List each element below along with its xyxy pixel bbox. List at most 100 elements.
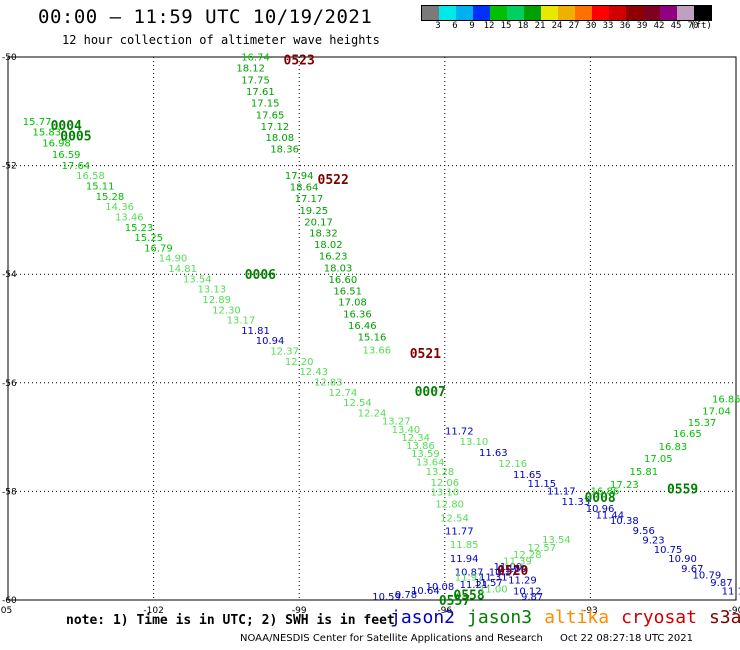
wave-height-value: 10.96 — [586, 504, 615, 515]
wave-height-value: 17.94 — [285, 171, 314, 182]
wave-height-value: 11.97 — [455, 572, 484, 583]
wave-height-value: 11.72 — [445, 426, 474, 437]
wave-height-value: 14.81 — [168, 264, 197, 275]
wave-height-value: 17.75 — [241, 76, 270, 87]
legend-swatch — [592, 6, 609, 20]
wave-height-value: 13.40 — [392, 425, 421, 436]
legend-label: 45 — [670, 21, 682, 31]
wave-height-value: 11.59 — [498, 564, 527, 575]
wave-height-value: 12.83 — [314, 378, 343, 389]
legend-swatch — [507, 6, 524, 20]
wave-height-value: 13.54 — [542, 535, 571, 546]
wave-height-value: 11.57 — [474, 578, 503, 589]
legend-label: 70 — [687, 21, 699, 31]
wave-height-value: 12.74 — [329, 388, 358, 399]
legend-label: 42 — [653, 21, 665, 31]
longitude-tick-label: -93 — [583, 606, 598, 616]
wave-height-value: 10.38 — [610, 516, 639, 527]
wave-height-value: 13.17 — [227, 316, 256, 327]
wave-height-value: 16.23 — [319, 252, 348, 263]
map-subtitle: 12 hour collection of altimeter wave hei… — [62, 33, 380, 47]
wave-height-value: 13.27 — [382, 417, 411, 428]
wave-height-value: 9.78 — [395, 590, 417, 601]
wave-height-value: 11.00 — [494, 562, 523, 573]
longitude-tick-label: -96 — [437, 606, 452, 616]
wave-height-value: 12.43 — [299, 367, 328, 378]
wave-height-value: 14.36 — [105, 202, 134, 213]
pass-time-label: 0004 — [51, 119, 82, 134]
wave-height-value: 16.79 — [144, 243, 173, 254]
wave-height-value: 10.17 — [489, 568, 518, 579]
wave-height-value: 17.12 — [261, 122, 290, 133]
legend-label: 30 — [585, 21, 597, 31]
latitude-tick-label: -58 — [2, 487, 17, 497]
latitude-tick-label: -52 — [2, 162, 17, 172]
wave-height-value: 13.10 — [460, 437, 489, 448]
wave-height-value: 16.83 — [659, 442, 688, 453]
wave-height-value: 10.87 — [455, 568, 484, 579]
wave-height-value: 16.59 — [52, 150, 81, 161]
wave-height-value: 15.11 — [86, 181, 115, 192]
wave-height-value: 10.12 — [513, 587, 542, 598]
wave-height-value: 16.58 — [76, 171, 105, 182]
pass-time-label: 0523 — [284, 54, 315, 69]
latitude-tick-label: -60 — [2, 596, 17, 606]
wave-height-value: 17.05 — [644, 454, 673, 465]
wave-height-value: 12.80 — [435, 500, 464, 511]
wave-height-value: 13.13 — [198, 285, 227, 296]
legend-swatch — [626, 6, 643, 20]
wave-height-value: 13.54 — [183, 274, 212, 285]
legend-swatch — [490, 6, 507, 20]
wave-height-value: 16.98 — [42, 139, 71, 150]
pass-time-label: 0521 — [410, 347, 441, 362]
wave-height-value: 10.79 — [693, 570, 722, 581]
longitude-tick-label: -99 — [292, 606, 307, 616]
wave-height-value: 12.28 — [513, 550, 542, 561]
wave-height-value: 11.00 — [479, 584, 508, 595]
legend-swatch — [694, 6, 711, 20]
wave-height-value: 17.65 — [256, 110, 285, 121]
legend-swatch — [558, 6, 575, 20]
pass-time-label: 0522 — [318, 173, 349, 188]
legend-swatch — [660, 6, 677, 20]
pass-time-label: 0008 — [584, 491, 615, 506]
pass-time-label: 0005 — [60, 130, 91, 145]
pass-time-label: 0558 — [453, 589, 484, 604]
wave-height-value: 10.75 — [654, 545, 683, 556]
wave-height-value: 13.66 — [363, 345, 392, 356]
wave-height-value: 12.54 — [440, 513, 469, 524]
wave-height-value: 12.20 — [285, 357, 314, 368]
wave-height-value: 12.37 — [270, 347, 299, 358]
color-scale-labels: 3 6 9 12 15 18 21 24 27 30 33 36 39 42 45 70 (ft) — [421, 21, 740, 33]
legend-label: 21 — [534, 21, 546, 31]
legend-swatch — [541, 6, 558, 20]
wave-height-value: 15.37 — [688, 418, 717, 429]
longitude-tick-label: -90 — [729, 606, 740, 616]
legend-swatch — [422, 6, 439, 20]
color-scale-legend — [421, 5, 712, 21]
footer: NOAA/NESDIS Center for Satellite Applica… — [240, 633, 693, 644]
longitude-tick-label: -102 — [143, 606, 163, 616]
wave-height-value: 11.39 — [503, 557, 532, 568]
wave-height-value: 11.29 — [508, 576, 537, 587]
note-text: note: 1) Time is in UTC; 2) SWH is in fe… — [66, 613, 395, 628]
wave-height-value: 13.64 — [416, 457, 445, 468]
wave-height-value: 13.10 — [430, 488, 459, 499]
wave-height-value: 16.85 — [712, 394, 740, 405]
wave-height-value: 12.57 — [528, 543, 557, 554]
wave-height-value: 17.64 — [62, 161, 91, 172]
longitude-tick-label: -105 — [0, 606, 12, 616]
wave-height-value: 17.17 — [295, 194, 324, 205]
satellite-label-s3a: s3a — [708, 607, 740, 628]
wave-height-value: 11.94 — [450, 554, 479, 565]
wave-height-value: 15.28 — [96, 192, 125, 203]
wave-height-value: 17.04 — [702, 406, 731, 417]
wave-height-value: 12.34 — [401, 433, 430, 444]
wave-height-value: 11.21 — [460, 580, 489, 591]
wave-height-value: 18.36 — [270, 145, 299, 156]
legend-swatch — [456, 6, 473, 20]
wave-height-value: 12.16 — [498, 459, 527, 470]
wave-height-value: 9.56 — [633, 526, 655, 537]
wave-height-value: 11.77 — [445, 526, 474, 537]
wave-height-value: 16.65 — [673, 429, 702, 440]
